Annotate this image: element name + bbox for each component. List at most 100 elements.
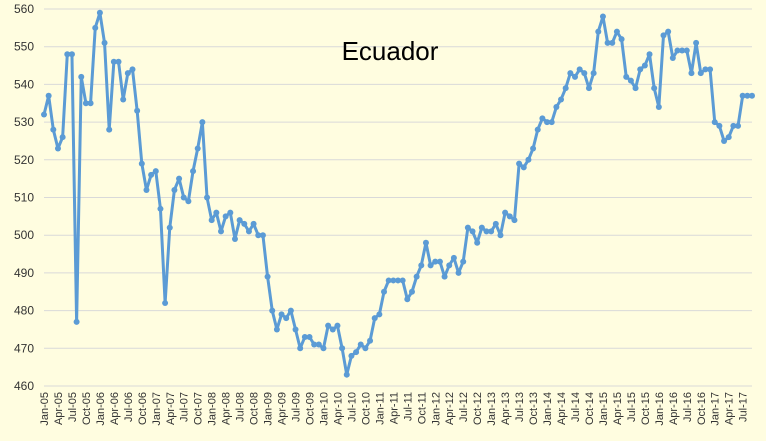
data-point	[483, 228, 490, 235]
data-point	[721, 137, 728, 144]
data-point	[460, 258, 467, 265]
data-point	[269, 307, 276, 314]
y-tick-label: 560	[14, 2, 34, 16]
x-tick-label: Oct-12	[472, 392, 484, 425]
data-point	[446, 262, 453, 269]
data-point	[464, 224, 471, 231]
data-point	[129, 66, 136, 73]
x-tick-label: Jan-12	[430, 392, 442, 426]
data-point	[301, 333, 308, 340]
data-point	[385, 277, 392, 284]
data-point	[390, 277, 397, 284]
data-point	[427, 262, 434, 269]
data-point	[176, 175, 183, 182]
y-tick-label: 530	[14, 115, 34, 129]
x-tick-label: Jan-05	[39, 392, 51, 426]
data-point	[311, 341, 318, 348]
data-point	[54, 145, 61, 152]
data-point	[82, 100, 89, 107]
data-point	[697, 70, 704, 77]
data-point	[609, 39, 616, 46]
data-point	[45, 92, 52, 99]
data-point	[185, 198, 192, 205]
data-point	[572, 73, 578, 80]
data-point	[618, 36, 625, 43]
data-point	[730, 122, 737, 129]
data-point	[585, 85, 592, 92]
data-point	[96, 9, 103, 16]
x-tick-label: Jul-15	[626, 392, 638, 422]
data-point	[190, 168, 197, 175]
data-point	[106, 126, 113, 133]
data-point	[222, 213, 229, 220]
data-point	[143, 186, 150, 193]
data-point	[539, 115, 546, 122]
data-point	[325, 322, 332, 329]
data-point	[632, 85, 639, 92]
data-point	[688, 70, 695, 77]
data-point	[604, 39, 611, 46]
x-tick-label: Jan-11	[374, 392, 386, 425]
data-point	[432, 258, 439, 265]
x-tick-label: Jan-17	[710, 392, 722, 426]
data-point	[101, 39, 108, 46]
x-tick-label: Apr-08	[221, 392, 233, 425]
x-tick-label: Apr-11	[388, 392, 400, 424]
data-point	[92, 24, 99, 31]
x-tick-label: Oct-10	[360, 392, 372, 425]
data-point	[520, 164, 527, 171]
y-tick-label: 500	[14, 228, 34, 242]
x-tick-label: Oct-05	[81, 392, 93, 425]
data-point	[259, 232, 266, 239]
data-point	[59, 134, 66, 141]
data-point	[138, 160, 145, 167]
data-point	[590, 70, 597, 77]
data-point	[474, 239, 481, 246]
data-point	[78, 73, 85, 80]
data-point	[655, 104, 662, 111]
data-point	[227, 209, 234, 216]
data-point	[744, 92, 751, 99]
x-tick-label: Jul-16	[682, 392, 694, 422]
x-tick-label: Jan-06	[95, 392, 107, 426]
y-tick-label: 490	[14, 266, 34, 280]
data-point	[725, 134, 732, 141]
x-tick-label: Apr-14	[556, 392, 568, 425]
data-point	[558, 96, 565, 103]
data-point	[441, 273, 448, 280]
data-point	[381, 288, 388, 295]
data-point	[530, 145, 537, 152]
x-tick-label: Jan-13	[486, 392, 498, 426]
x-tick-label: Jul-12	[458, 392, 470, 422]
data-point	[292, 326, 299, 333]
data-point	[576, 66, 583, 73]
data-point	[599, 13, 606, 20]
x-tick-label: Apr-12	[444, 392, 456, 425]
data-point	[334, 322, 341, 329]
data-point	[64, 51, 71, 58]
data-point	[236, 217, 243, 224]
data-point	[241, 220, 248, 227]
data-point	[651, 85, 658, 92]
data-point	[395, 277, 401, 284]
data-point	[716, 122, 723, 129]
data-point	[162, 300, 169, 307]
data-point	[623, 73, 630, 80]
data-point	[362, 345, 369, 352]
x-tick-label: Jul-17	[738, 392, 750, 422]
gridlines	[44, 8, 752, 387]
data-point	[702, 66, 709, 73]
x-tick-label: Oct-06	[137, 392, 149, 425]
data-point	[637, 66, 644, 73]
x-tick-label: Apr-05	[53, 392, 65, 425]
y-tick-label: 520	[14, 153, 34, 167]
data-point	[306, 333, 313, 340]
data-point	[469, 228, 476, 235]
data-point	[115, 58, 122, 65]
data-point	[492, 220, 499, 227]
data-point	[683, 47, 690, 54]
data-point	[739, 92, 746, 99]
data-point	[157, 205, 164, 212]
x-tick-label: Jul-13	[514, 392, 526, 422]
data-point	[367, 337, 374, 344]
